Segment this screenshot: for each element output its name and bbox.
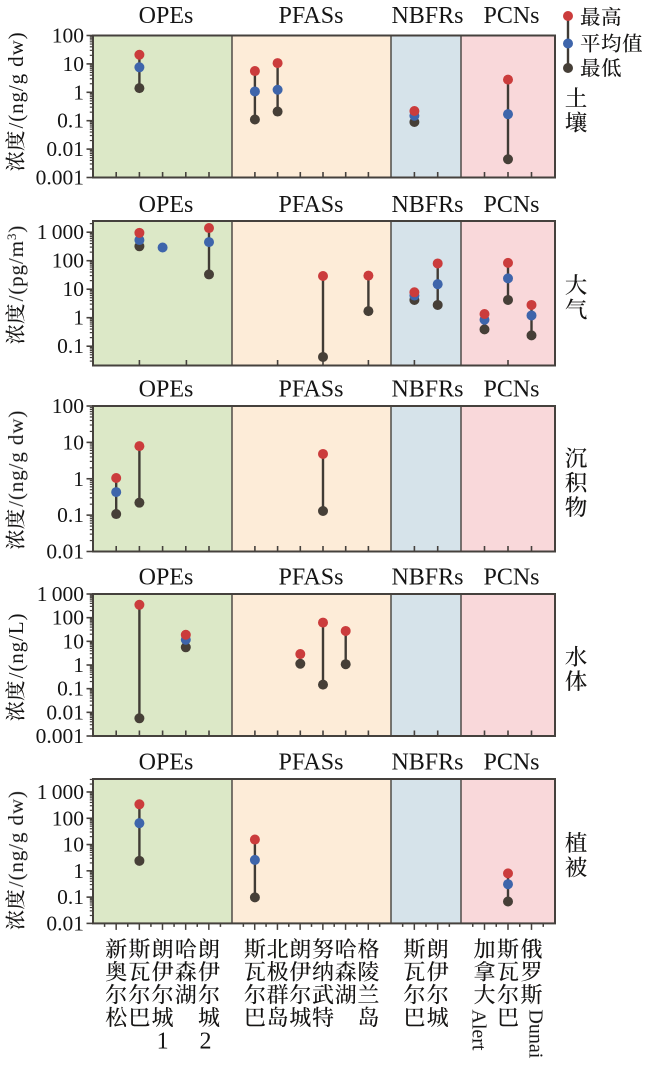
svg-text:100: 100 — [52, 24, 84, 48]
svg-text:1 000: 1 000 — [37, 780, 84, 804]
svg-text:0.01: 0.01 — [46, 137, 84, 161]
svg-text:0.1: 0.1 — [57, 885, 84, 909]
svg-text:10: 10 — [63, 277, 85, 301]
svg-text:PFASs: PFASs — [279, 192, 344, 218]
svg-text:PCNs: PCNs — [483, 750, 539, 776]
svg-text:NBFRs: NBFRs — [391, 377, 463, 403]
svg-text:PFASs: PFASs — [279, 565, 344, 591]
svg-text:1: 1 — [73, 306, 84, 330]
svg-text:1 000: 1 000 — [37, 220, 84, 244]
svg-text:1: 1 — [73, 80, 84, 104]
svg-text:PFASs: PFASs — [279, 750, 344, 776]
svg-text:OPEs: OPEs — [139, 750, 194, 776]
svg-text:1: 1 — [73, 467, 84, 491]
svg-text:10: 10 — [63, 52, 85, 76]
svg-text:PCNs: PCNs — [483, 3, 539, 29]
svg-text:NBFRs: NBFRs — [391, 3, 463, 29]
svg-text:0.01: 0.01 — [46, 911, 84, 935]
svg-text:100: 100 — [52, 394, 84, 418]
svg-text:OPEs: OPEs — [139, 192, 194, 218]
svg-text:1: 1 — [73, 859, 84, 883]
svg-text:/(ng/g dw): /(ng/g dw) — [4, 31, 28, 128]
svg-text:100: 100 — [52, 806, 84, 830]
svg-text:0.1: 0.1 — [57, 334, 84, 358]
svg-text:PCNs: PCNs — [483, 192, 539, 218]
svg-text:0.001: 0.001 — [36, 166, 84, 190]
svg-text:NBFRs: NBFRs — [391, 192, 463, 218]
svg-text:2: 2 — [200, 1029, 212, 1055]
svg-text:1: 1 — [73, 653, 84, 677]
svg-text:10: 10 — [63, 430, 85, 454]
svg-text:0.1: 0.1 — [57, 109, 84, 133]
svg-text:100: 100 — [52, 606, 84, 630]
svg-text:Dunai: Dunai — [525, 1009, 547, 1058]
svg-text:NBFRs: NBFRs — [391, 750, 463, 776]
svg-text:1 000: 1 000 — [37, 582, 84, 606]
svg-text:PFASs: PFASs — [279, 377, 344, 403]
svg-text:NBFRs: NBFRs — [391, 565, 463, 591]
svg-text:10: 10 — [63, 833, 85, 857]
svg-text:0.1: 0.1 — [57, 677, 84, 701]
svg-text:0.01: 0.01 — [46, 540, 84, 564]
svg-text:/(ng/g dw): /(ng/g dw) — [4, 790, 28, 887]
svg-text:/(ng/g dw): /(ng/g dw) — [4, 410, 28, 507]
svg-text:1: 1 — [157, 1029, 169, 1055]
svg-text:OPEs: OPEs — [139, 3, 194, 29]
svg-text:OPEs: OPEs — [139, 565, 194, 591]
svg-text:0.1: 0.1 — [57, 503, 84, 527]
svg-text:PFASs: PFASs — [279, 3, 344, 29]
svg-text:PCNs: PCNs — [483, 377, 539, 403]
svg-text:OPEs: OPEs — [139, 377, 194, 403]
svg-text:Alert: Alert — [468, 1009, 490, 1051]
svg-text:0.001: 0.001 — [36, 724, 84, 748]
svg-text:10: 10 — [63, 629, 85, 653]
svg-text:/(ng/L): /(ng/L) — [4, 613, 28, 679]
svg-text:100: 100 — [52, 249, 84, 273]
svg-text:PCNs: PCNs — [483, 565, 539, 591]
svg-text:0.01: 0.01 — [46, 700, 84, 724]
